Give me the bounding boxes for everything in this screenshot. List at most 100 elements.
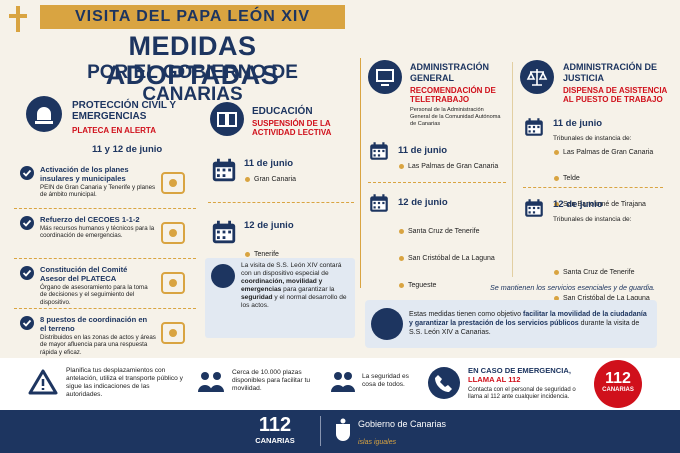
section-subtitle: SUSPENSIÓN DE LA ACTIVIDAD LECTIVA	[252, 119, 332, 137]
coat-of-arms	[336, 418, 350, 441]
place: Las Palmas de Gran Canaria	[398, 160, 508, 173]
separator	[208, 202, 354, 203]
item-text: Distribuidos en las zonas de actos y áre…	[40, 334, 156, 356]
section-title: PROTECCIÓN CIVIL Y EMERGENCIAS	[72, 100, 176, 122]
note-text: La visita de S.S. León XIV contará con u…	[241, 262, 351, 310]
people-icon	[198, 372, 224, 392]
date: 12 de junio	[553, 199, 603, 210]
calendar-icon	[523, 197, 545, 224]
footer: 112 CANARIAS Gobierno de Canarias islas …	[0, 410, 680, 453]
separator	[14, 258, 196, 259]
tip: La seguridad es cosa de todos.	[362, 373, 409, 388]
text: LLAMA AL 112	[468, 375, 521, 384]
section-subtitle: PLATECA EN ALERTA	[72, 126, 156, 135]
separator	[14, 308, 196, 309]
monitor-icon	[368, 60, 402, 94]
date: 11 de junio	[398, 145, 448, 156]
date: 12 de junio	[244, 220, 294, 231]
text: EN CASO DE EMERGENCIA,	[468, 366, 571, 375]
motto: islas iguales	[358, 439, 397, 446]
siren-icon	[26, 96, 62, 132]
intro: Tribunales de instancia de:	[553, 216, 632, 223]
check-icon	[20, 316, 34, 330]
item-text: Órgano de asesoramiento para la toma de …	[40, 284, 148, 306]
services-note: Se mantienen los servicios esenciales y …	[489, 283, 655, 292]
check-icon	[20, 216, 34, 230]
place: Tenerife	[244, 248, 354, 261]
section-title: ADMINISTRACIÓN DE JUSTICIA	[563, 62, 657, 83]
divider	[512, 62, 513, 277]
badge-number: 112	[605, 370, 631, 387]
cross-icon	[9, 6, 27, 32]
place: Santa Cruz de Tenerife	[398, 225, 508, 238]
section-subtitle: DISPENSA DE ASISTENCIA AL PUESTO DE TRAB…	[563, 86, 668, 104]
description: Personal de la Administración General de…	[410, 107, 501, 127]
title-line: MEDIDAS ADOPTADAS	[105, 31, 280, 90]
title-line: POR EL GOBIERNO DE CANARIAS	[87, 62, 298, 105]
scales-icon	[520, 60, 554, 94]
section-title: ADMINISTRACIÓN GENERAL	[410, 62, 489, 83]
text-bold: seguridad	[241, 294, 273, 301]
mobility-box: Estas medidas tienen como objetivo facil…	[365, 300, 657, 348]
check-icon	[20, 266, 34, 280]
text-bold: coordinación, movilidad y emergencias	[241, 278, 323, 293]
place: Las Palmas de Gran Canaria	[553, 146, 671, 159]
item-icon	[159, 320, 187, 346]
place: Tegueste	[398, 279, 508, 292]
item-icon	[159, 220, 187, 246]
section-title: EDUCACIÓN	[252, 106, 313, 117]
calendar-icon	[210, 156, 238, 189]
separator	[523, 187, 663, 188]
footer-number: 112	[258, 414, 292, 436]
place: San Bartolomé de Tirajana	[553, 198, 671, 211]
phone-icon	[428, 367, 460, 399]
divider	[360, 58, 361, 288]
footer-label: CANARIAS	[255, 436, 295, 445]
date: 11 de junio	[553, 118, 603, 129]
people-icon	[331, 372, 355, 392]
government: Gobierno de Canarias	[358, 419, 447, 429]
separator	[368, 182, 506, 183]
date: 11 y 12 de junio	[92, 144, 163, 155]
place: San Cristóbal de La Laguna	[553, 292, 671, 305]
emergency-title: EN CASO DE EMERGENCIA, LLAMA AL 112	[468, 366, 588, 384]
section-subtitle: RECOMENDACIÓN DE TELETRABAJO	[410, 86, 496, 104]
book-icon	[210, 102, 244, 136]
item-icon	[159, 270, 187, 296]
justice-days: 11 de junio Tribunales de instancia de: La…	[523, 116, 673, 302]
place: San Cristóbal de La Laguna	[398, 252, 508, 265]
calendar-icon	[210, 218, 238, 251]
calendar-icon	[523, 116, 545, 143]
separator	[14, 208, 196, 209]
item-text: Más recursos humanos y técnicos para la …	[40, 225, 155, 240]
text: durante la visita de S.S. León XIV a Can…	[409, 320, 640, 336]
education-days: 11 de junio Gran Canaria 12 de junio Teneri…	[208, 150, 356, 258]
text: La visita de S.S. León XIV contará con u…	[241, 262, 342, 277]
emergency-text: Contacta con el personal de seguridad o …	[468, 387, 576, 400]
item-title: Refuerzo del CECOES 1-1-2	[40, 215, 140, 224]
tips-band: Planifica tus desplazamientos con antela…	[0, 358, 680, 410]
place: Santa Cruz de Tenerife	[553, 266, 671, 279]
banner: VISITA DEL PAPA LEÓN XIV	[40, 5, 345, 29]
calendar-icon	[368, 140, 390, 167]
item-title: Constitución del Comité Asesor del PLATE…	[40, 265, 128, 283]
text: y el normal desarrollo de los actos.	[241, 294, 347, 309]
item-title: 8 puestos de coordinación en el terreno	[40, 315, 148, 333]
intro: Tribunales de instancia de:	[553, 135, 632, 142]
note-box: La visita de S.S. León XIV contará con u…	[205, 258, 355, 338]
mobility-text: Estas medidas tienen como objetivo facil…	[409, 310, 651, 337]
emergency-badge: 112 CANARIAS	[594, 360, 642, 408]
tip: Planifica tus desplazamientos con antela…	[66, 367, 183, 398]
admin-days: 11 de junio Las Palmas de Gran Canaria 12 …	[368, 140, 508, 316]
people-icon	[211, 264, 235, 288]
item-title: Activación de los planes insulares y mun…	[40, 165, 129, 183]
item-text: PEIN de Gran Canaria y Tenerife y planes…	[40, 184, 156, 199]
network-icon	[371, 308, 403, 340]
date: 12 de junio	[398, 197, 448, 208]
item-icon	[159, 170, 187, 196]
tip: Cerca de 10.000 plazas disponibles para …	[232, 369, 311, 392]
place: Telde	[553, 172, 671, 185]
footer-divider	[320, 416, 321, 446]
text-bold: facilitar la movilidad de la ciudadanía …	[409, 311, 647, 327]
